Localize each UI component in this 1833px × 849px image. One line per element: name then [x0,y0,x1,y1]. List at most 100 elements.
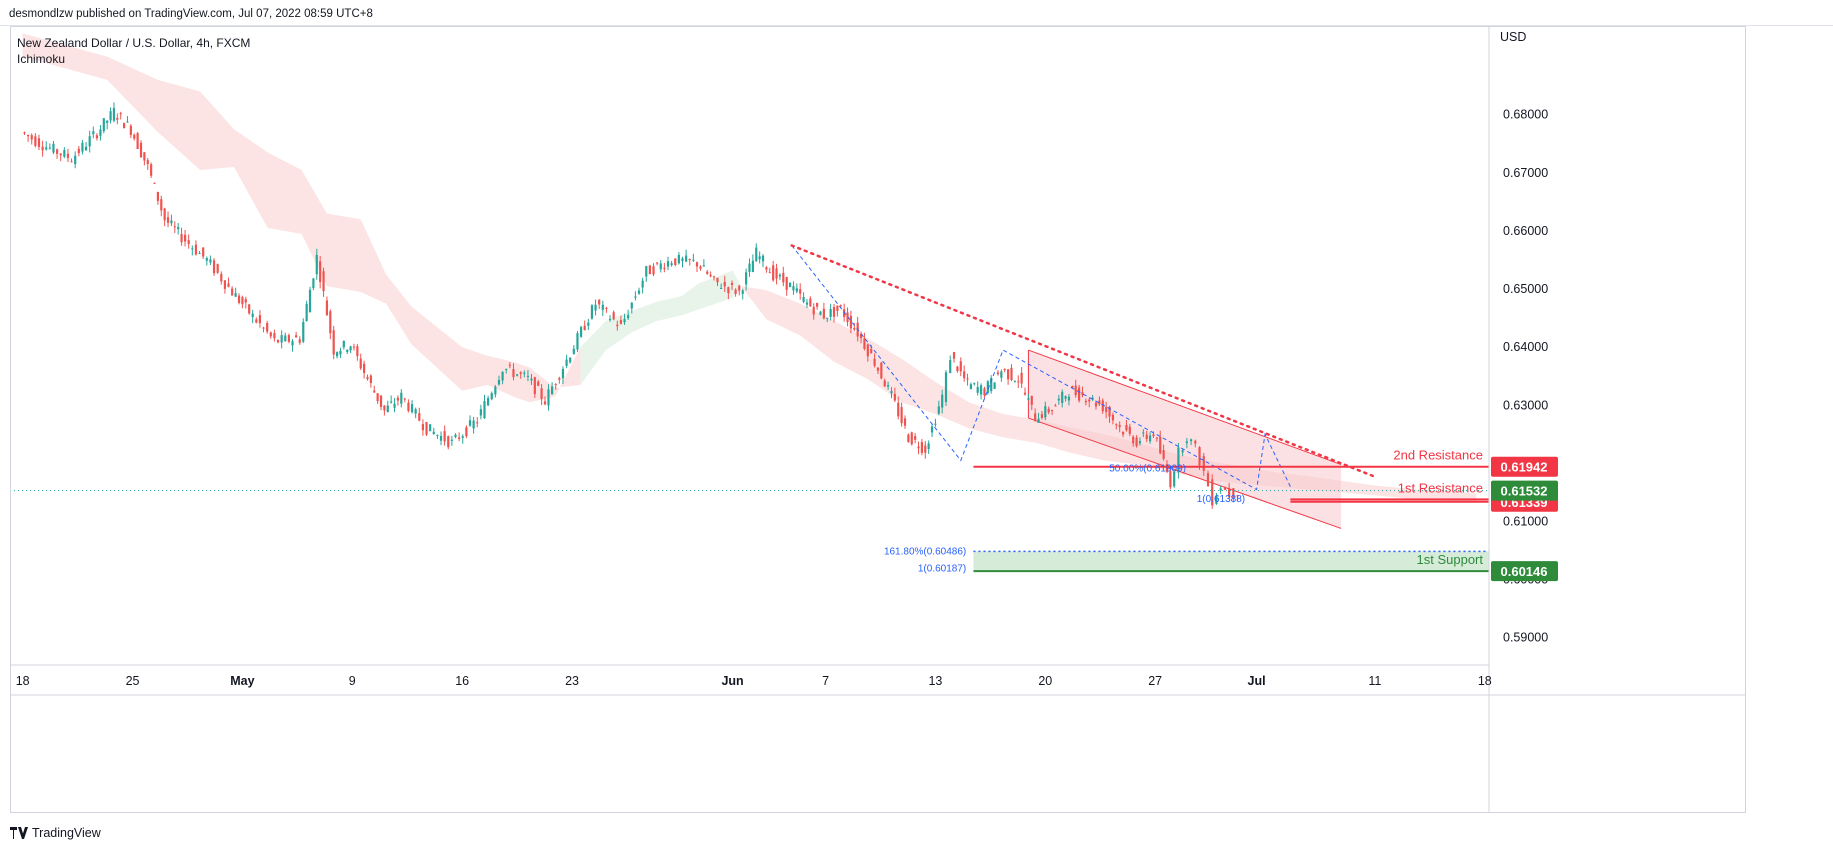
x-tick-label: 16 [455,674,469,688]
candle-body [23,132,26,134]
candle-body [450,439,453,441]
candle-body [983,388,986,396]
candle-body [598,299,601,305]
candle-body [993,382,996,389]
candle-body [775,268,778,279]
y-tick-label: 0.65000 [1503,282,1548,296]
candle-body [88,136,91,147]
candle-body [37,138,41,147]
candle-body [765,267,768,270]
candle-body [1064,396,1067,399]
candle-body [501,371,504,381]
candle-body [295,335,298,338]
candle-body [512,369,515,377]
candle-body [1202,456,1205,471]
candle-body [623,318,626,323]
candle-body [183,234,187,242]
candle-body [702,265,705,267]
candle-body [329,311,332,334]
candle-body [866,344,869,357]
candle-body [1105,407,1108,412]
candle-body [561,369,565,379]
candle-body [227,283,230,287]
candle-body [244,299,247,303]
candle-body [924,445,927,453]
candle-body [476,422,479,424]
candle-body [209,259,212,263]
candle-body [839,305,842,307]
x-tick-label: 25 [126,674,140,688]
candle-body [302,321,305,342]
footer-brand[interactable]: TradingView [10,823,101,843]
candle-body [436,435,439,437]
candle-body [670,263,673,266]
candle-body [554,384,557,386]
candle-body [383,405,386,411]
candle-body [191,248,194,250]
fib-band-0 [973,551,1489,572]
candle-body [216,264,219,273]
candle-body [547,389,550,406]
candle-body [1194,440,1197,444]
candle-body [237,295,241,303]
candle-body [315,254,318,275]
channel-fill [1028,350,1342,529]
symbol-title[interactable]: New Zealand Dollar / U.S. Dollar, 4h, FX… [17,36,251,50]
candle-body [973,383,976,385]
candle-body [273,333,276,339]
candle-body [986,381,989,394]
candle-body [291,341,294,346]
candle-body [594,304,597,311]
candle-body [917,446,920,449]
candle-body [755,247,758,262]
candle-body [627,315,630,319]
candle-body [339,350,342,355]
y-tick-label: 0.68000 [1503,108,1548,122]
candle-body [1135,437,1138,447]
candle-body [952,352,956,359]
candle-body [876,367,880,371]
candle-body [447,436,450,448]
candle-body [900,407,903,424]
candle-body [920,442,924,453]
candle-body [1142,432,1145,434]
candle-body [146,160,149,164]
candle-body [934,423,937,425]
candle-body [443,431,446,442]
candle-body [1054,405,1057,407]
candle-body [1165,464,1169,472]
candle-body [298,339,301,343]
candle-body [969,384,973,389]
candle-body [390,401,393,403]
x-tick-label: 20 [1038,674,1052,688]
candle-body [1211,479,1214,506]
candle-body [799,289,802,294]
candle-body [139,142,143,158]
candle-body [1078,387,1081,401]
candle-body [530,378,533,381]
candle-body [738,285,741,291]
indicator-name[interactable]: Ichimoku [17,52,66,66]
candle-body [795,288,798,292]
candle-body [30,135,33,140]
candle-body [907,434,910,443]
chart-legend: New Zealand Dollar / U.S. Dollar, 4h, FX… [17,35,250,67]
candle-body [414,409,417,414]
candle-body [439,435,443,441]
candle-body [716,277,719,283]
candle-body [832,306,836,317]
candle-body [1101,400,1104,412]
candle-body [1027,398,1030,400]
candle-body [1098,400,1101,405]
candle-body [45,147,48,150]
candle-body [859,333,863,338]
candle-body [349,346,352,351]
x-tick-label: 9 [349,674,356,688]
candle-body [220,273,223,282]
fib-label-1: 1(0.61388) [1197,494,1245,505]
candle-body [677,254,680,264]
candle-body [379,395,383,407]
candle-body [1010,367,1013,381]
candle-body [129,125,132,135]
